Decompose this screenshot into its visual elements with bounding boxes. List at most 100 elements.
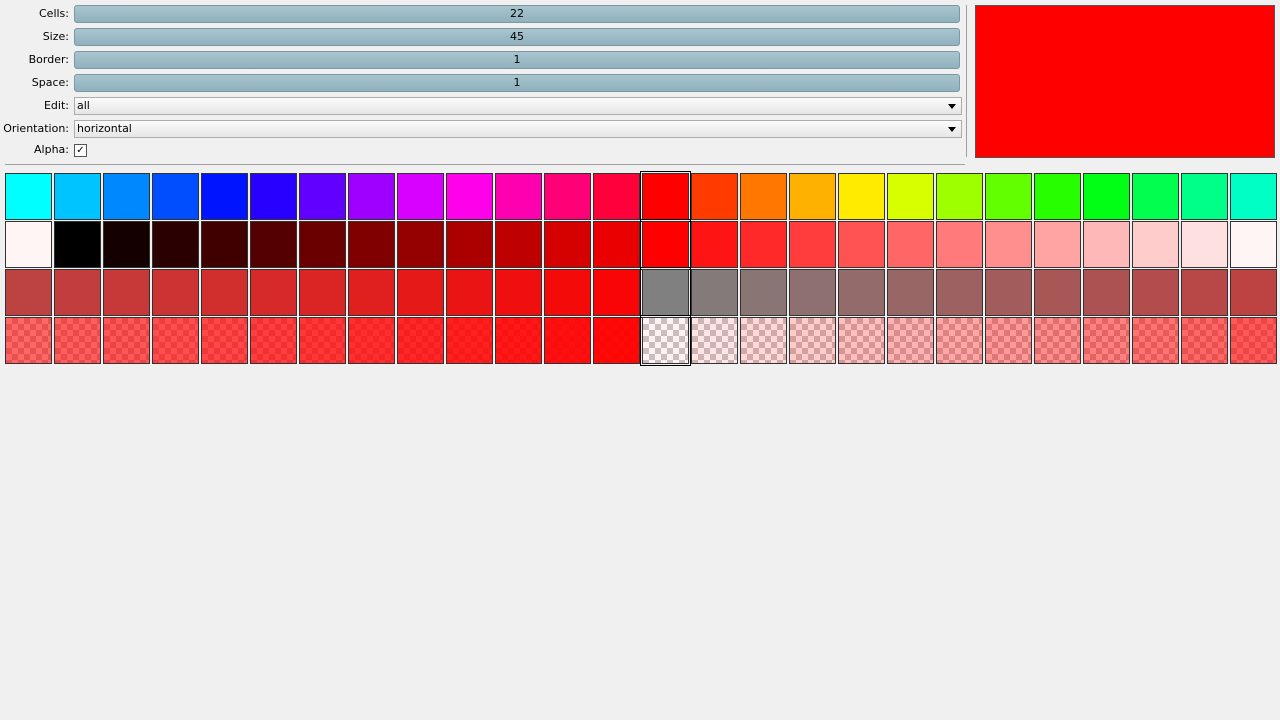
color-swatch[interactable] <box>1181 221 1228 268</box>
color-swatch[interactable] <box>1034 221 1081 268</box>
color-swatch[interactable] <box>691 269 738 316</box>
color-swatch[interactable] <box>1181 269 1228 316</box>
color-swatch[interactable] <box>201 317 248 364</box>
color-swatch[interactable] <box>54 317 101 364</box>
color-swatch[interactable] <box>985 221 1032 268</box>
color-swatch[interactable] <box>299 173 346 220</box>
color-swatch[interactable] <box>103 317 150 364</box>
color-swatch[interactable] <box>1181 173 1228 220</box>
color-swatch[interactable] <box>1230 317 1277 364</box>
color-swatch[interactable] <box>397 221 444 268</box>
color-swatch[interactable] <box>936 317 983 364</box>
color-swatch[interactable] <box>640 267 691 318</box>
color-swatch[interactable] <box>201 269 248 316</box>
color-swatch[interactable] <box>789 317 836 364</box>
color-swatch[interactable] <box>740 173 787 220</box>
color-swatch[interactable] <box>740 221 787 268</box>
color-swatch[interactable] <box>103 221 150 268</box>
color-swatch[interactable] <box>152 173 199 220</box>
color-swatch[interactable] <box>54 221 101 268</box>
color-swatch[interactable] <box>250 317 297 364</box>
slider[interactable]: 45 <box>74 28 960 46</box>
color-swatch[interactable] <box>593 317 640 364</box>
color-swatch[interactable] <box>152 317 199 364</box>
color-swatch[interactable] <box>1230 269 1277 316</box>
dropdown[interactable]: horizontal <box>74 120 962 138</box>
color-swatch[interactable] <box>640 219 691 270</box>
color-swatch[interactable] <box>103 173 150 220</box>
color-swatch[interactable] <box>593 221 640 268</box>
color-swatch[interactable] <box>1132 221 1179 268</box>
color-swatch[interactable] <box>250 269 297 316</box>
color-swatch[interactable] <box>201 221 248 268</box>
color-swatch[interactable] <box>640 171 691 222</box>
color-swatch[interactable] <box>1083 221 1130 268</box>
color-swatch[interactable] <box>887 221 934 268</box>
color-swatch[interactable] <box>544 317 591 364</box>
checkbox[interactable]: ✓ <box>74 144 87 157</box>
color-swatch[interactable] <box>348 317 395 364</box>
color-swatch[interactable] <box>397 269 444 316</box>
color-swatch[interactable] <box>740 317 787 364</box>
color-swatch[interactable] <box>1132 173 1179 220</box>
color-swatch[interactable] <box>299 317 346 364</box>
color-swatch[interactable] <box>348 221 395 268</box>
color-swatch[interactable] <box>1083 317 1130 364</box>
color-swatch[interactable] <box>740 269 787 316</box>
color-swatch[interactable] <box>348 173 395 220</box>
color-swatch[interactable] <box>838 317 885 364</box>
color-swatch[interactable] <box>495 317 542 364</box>
color-swatch[interactable] <box>789 221 836 268</box>
color-swatch[interactable] <box>838 173 885 220</box>
color-swatch[interactable] <box>250 221 297 268</box>
color-swatch[interactable] <box>54 269 101 316</box>
color-swatch[interactable] <box>789 269 836 316</box>
color-swatch[interactable] <box>1083 173 1130 220</box>
color-swatch[interactable] <box>1132 269 1179 316</box>
color-swatch[interactable] <box>838 221 885 268</box>
color-swatch[interactable] <box>593 269 640 316</box>
color-swatch[interactable] <box>152 221 199 268</box>
color-swatch[interactable] <box>936 221 983 268</box>
color-swatch[interactable] <box>348 269 395 316</box>
color-swatch[interactable] <box>495 269 542 316</box>
color-swatch[interactable] <box>299 221 346 268</box>
color-swatch[interactable] <box>1034 173 1081 220</box>
slider[interactable]: 22 <box>74 5 960 23</box>
color-swatch[interactable] <box>544 221 591 268</box>
slider[interactable]: 1 <box>74 51 960 69</box>
color-swatch[interactable] <box>544 173 591 220</box>
color-swatch[interactable] <box>54 173 101 220</box>
color-swatch[interactable] <box>152 269 199 316</box>
color-swatch[interactable] <box>593 173 640 220</box>
color-swatch[interactable] <box>985 173 1032 220</box>
color-swatch[interactable] <box>446 269 493 316</box>
color-swatch[interactable] <box>1132 317 1179 364</box>
color-swatch[interactable] <box>1083 269 1130 316</box>
color-swatch[interactable] <box>838 269 885 316</box>
color-swatch[interactable] <box>397 317 444 364</box>
color-swatch[interactable] <box>299 269 346 316</box>
color-swatch[interactable] <box>936 173 983 220</box>
color-swatch[interactable] <box>446 173 493 220</box>
color-swatch[interactable] <box>1230 173 1277 220</box>
color-swatch[interactable] <box>250 173 297 220</box>
color-swatch[interactable] <box>446 317 493 364</box>
color-swatch[interactable] <box>5 317 52 364</box>
color-swatch[interactable] <box>103 269 150 316</box>
color-swatch[interactable] <box>1230 221 1277 268</box>
color-swatch[interactable] <box>5 173 52 220</box>
color-swatch[interactable] <box>495 173 542 220</box>
color-swatch[interactable] <box>201 173 248 220</box>
color-swatch[interactable] <box>936 269 983 316</box>
color-swatch[interactable] <box>887 173 934 220</box>
dropdown[interactable]: all <box>74 97 962 115</box>
color-swatch[interactable] <box>887 317 934 364</box>
color-swatch[interactable] <box>985 317 1032 364</box>
color-swatch[interactable] <box>789 173 836 220</box>
color-swatch[interactable] <box>544 269 591 316</box>
color-swatch[interactable] <box>1181 317 1228 364</box>
color-swatch[interactable] <box>691 173 738 220</box>
color-swatch[interactable] <box>1034 269 1081 316</box>
color-swatch[interactable] <box>691 221 738 268</box>
